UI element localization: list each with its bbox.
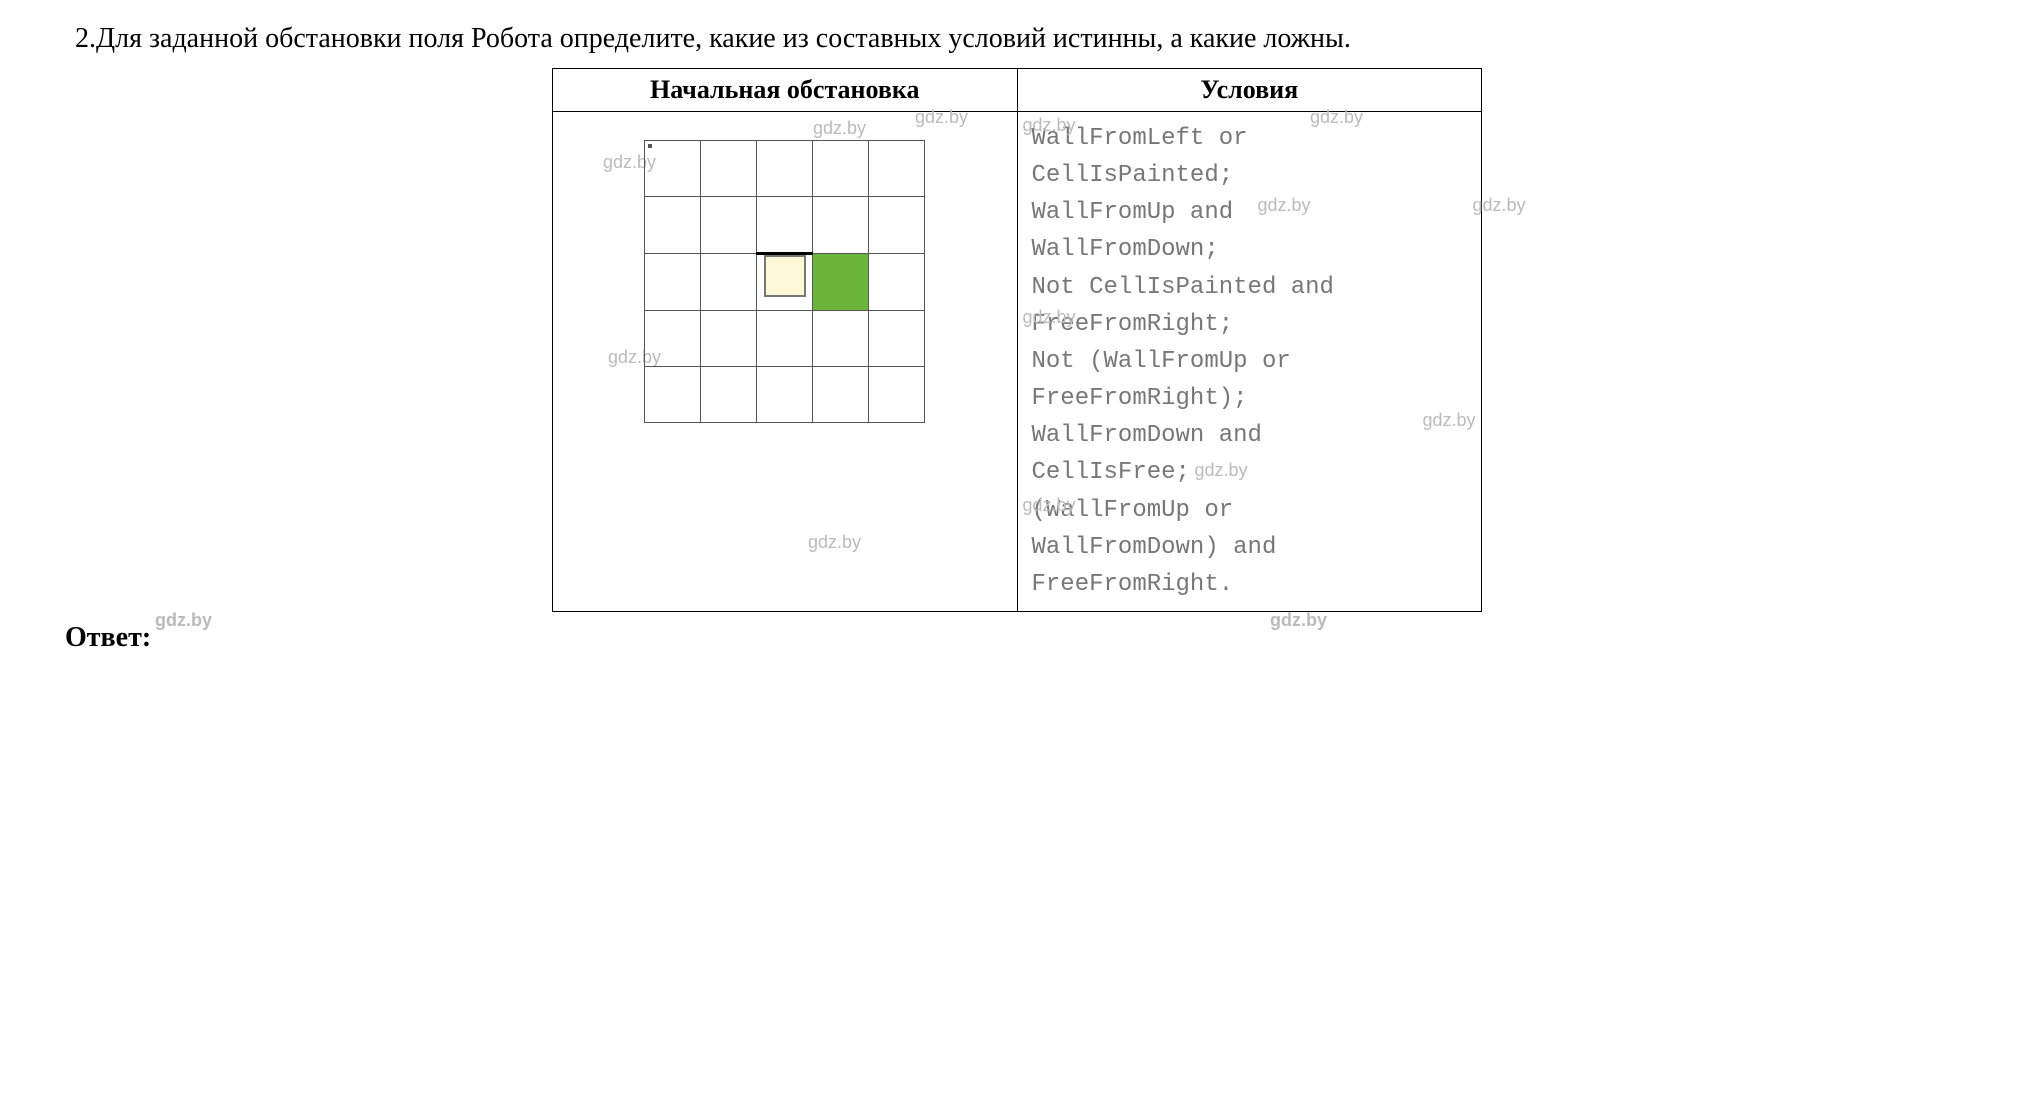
watermark: gdz.by	[1473, 192, 1526, 220]
answer-label: Ответ: gdz.bygdz.by	[65, 622, 1994, 654]
condition-line: WallFromDown) and	[1032, 529, 1468, 566]
header-left: Начальная обстановка	[553, 68, 1018, 111]
grid-cell-2-1	[701, 253, 757, 310]
condition-line: FreeFromRight;	[1032, 306, 1468, 343]
robot-marker	[764, 255, 806, 297]
question-text: 2.Для заданной обстановки поля Робота оп…	[40, 20, 1994, 58]
grid-cell-4-1	[701, 366, 757, 422]
conditions-list: WallFromLeft orCellIsPainted;WallFromUp …	[1032, 120, 1468, 603]
robot-grid-wrap	[644, 140, 925, 423]
condition-line: WallFromLeft or	[1032, 120, 1468, 157]
grid-cell-3-1	[701, 310, 757, 366]
grid-cell-1-4	[869, 196, 925, 253]
condition-line: WallFromUp and	[1032, 194, 1468, 231]
grid-cell-3-4	[869, 310, 925, 366]
grid-cell-3-0	[645, 310, 701, 366]
main-table: Начальная обстановка Условия gdz.bygdz.b…	[552, 68, 1482, 612]
condition-line: FreeFromRight);	[1032, 380, 1468, 417]
condition-line: (WallFromUp or	[1032, 492, 1468, 529]
watermark: gdz.by	[1270, 610, 1327, 631]
condition-line: WallFromDown and	[1032, 417, 1468, 454]
grid-cell-0-1	[701, 140, 757, 196]
watermark: gdz.by	[813, 118, 866, 139]
grid-cell-4-4	[869, 366, 925, 422]
origin-dot	[648, 144, 652, 148]
robot-grid	[644, 140, 925, 423]
condition-line: Not CellIsPainted and	[1032, 269, 1468, 306]
page-container: 2.Для заданной обстановки поля Робота оп…	[40, 20, 1994, 654]
grid-cell-0-3	[813, 140, 869, 196]
grid-cell-4-2	[757, 366, 813, 422]
grid-cell-1-1	[701, 196, 757, 253]
grid-cell: gdz.bygdz.bygdz.bygdz.by	[553, 111, 1018, 611]
grid-cell-2-4	[869, 253, 925, 310]
table-header-row: Начальная обстановка Условия	[553, 68, 1482, 111]
grid-cell-2-2	[757, 253, 813, 310]
grid-cell-0-0	[645, 140, 701, 196]
painted-cell	[813, 253, 869, 310]
grid-cell-3-2	[757, 310, 813, 366]
condition-line: CellIsPainted;	[1032, 157, 1468, 194]
condition-line: CellIsFree;	[1032, 454, 1468, 491]
table-body-row: gdz.bygdz.bygdz.bygdz.by gdz.bygdz.bygdz…	[553, 111, 1482, 611]
grid-cell-1-3	[813, 196, 869, 253]
grid-cell-4-0	[645, 366, 701, 422]
grid-cell-1-2	[757, 196, 813, 253]
header-right: Условия	[1017, 68, 1482, 111]
grid-cell-3-3	[813, 310, 869, 366]
conditions-cell: gdz.bygdz.bygdz.bygdz.bygdz.bygdz.bygdz.…	[1017, 111, 1482, 611]
grid-cell-2-0	[645, 253, 701, 310]
question-number: 2.	[75, 23, 96, 54]
grid-cell-0-2	[757, 140, 813, 196]
condition-line: FreeFromRight.	[1032, 566, 1468, 603]
grid-cell-0-4	[869, 140, 925, 196]
condition-line: WallFromDown;	[1032, 231, 1468, 268]
answer-text: Ответ:	[65, 622, 151, 653]
grid-cell-4-3	[813, 366, 869, 422]
watermark: gdz.by	[155, 610, 212, 631]
grid-cell-1-0	[645, 196, 701, 253]
watermark: gdz.by	[808, 532, 861, 553]
condition-line: Not (WallFromUp or	[1032, 343, 1468, 380]
question-body: Для заданной обстановки поля Робота опре…	[96, 23, 1351, 54]
